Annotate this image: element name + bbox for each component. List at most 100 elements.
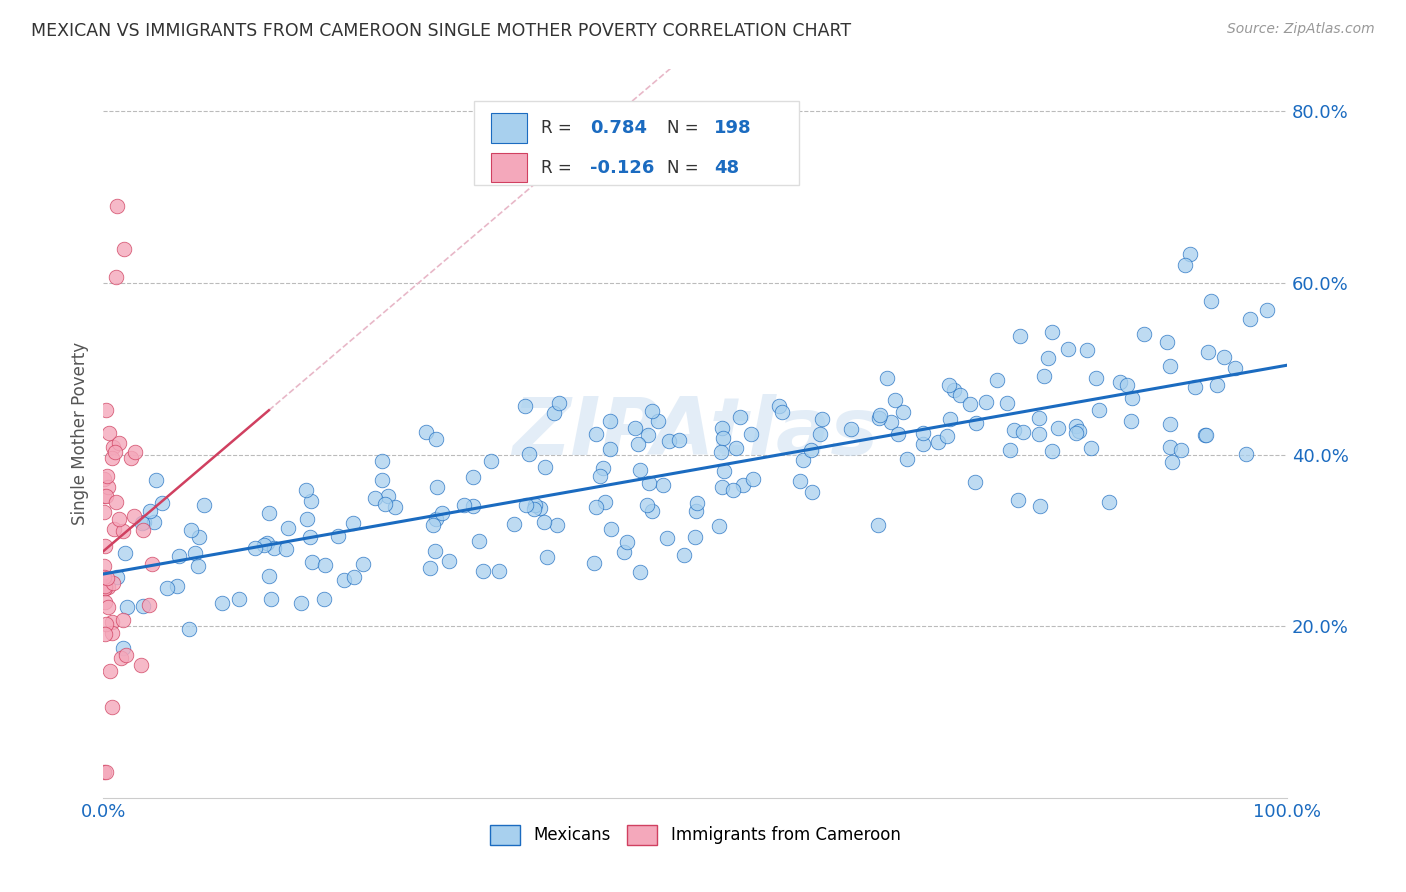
Point	[949, 388, 972, 402]
Point	[593, 494, 616, 508]
Point	[880, 415, 903, 429]
Point	[1201, 294, 1223, 309]
Point	[471, 565, 494, 579]
Point	[122, 508, 145, 523]
Point	[522, 502, 544, 516]
FancyBboxPatch shape	[492, 153, 527, 182]
Point	[585, 500, 607, 514]
Point	[1121, 391, 1143, 405]
Point	[1002, 423, 1025, 437]
Point	[301, 555, 323, 569]
Point	[463, 470, 485, 484]
Point	[1206, 378, 1229, 392]
Point	[97, 599, 120, 614]
Point	[686, 495, 709, 509]
Point	[129, 657, 152, 672]
Point	[124, 444, 146, 458]
Point	[290, 596, 312, 610]
Point	[1212, 350, 1234, 364]
Point	[371, 473, 394, 487]
Point	[96, 571, 118, 585]
Point	[101, 450, 124, 465]
Point	[533, 516, 555, 530]
Point	[425, 512, 447, 526]
Point	[868, 410, 890, 425]
Point	[131, 516, 153, 530]
Point	[97, 480, 120, 494]
Point	[1008, 328, 1031, 343]
Point	[1028, 410, 1050, 425]
Point	[502, 517, 524, 532]
Point	[800, 443, 823, 458]
Point	[352, 557, 374, 571]
Point	[1170, 442, 1192, 457]
Point	[141, 557, 163, 571]
Text: ZIPAtlas: ZIPAtlas	[512, 394, 879, 473]
Point	[112, 613, 135, 627]
Point	[628, 565, 651, 579]
Point	[108, 435, 131, 450]
Point	[105, 270, 128, 285]
Point	[589, 468, 612, 483]
Point	[94, 627, 117, 641]
Point	[1159, 417, 1181, 432]
Point	[93, 559, 115, 574]
Point	[517, 447, 540, 461]
Point	[963, 475, 986, 489]
Point	[740, 427, 762, 442]
Point	[277, 521, 299, 535]
Point	[96, 468, 118, 483]
Point	[342, 516, 364, 531]
Point	[131, 599, 153, 614]
Point	[711, 431, 734, 445]
Point	[628, 463, 651, 477]
Point	[637, 428, 659, 442]
FancyBboxPatch shape	[492, 113, 527, 143]
Point	[600, 522, 623, 536]
Point	[132, 523, 155, 537]
Text: -0.126: -0.126	[589, 159, 654, 177]
Point	[425, 432, 447, 446]
Point	[169, 549, 191, 563]
Text: R =: R =	[541, 159, 578, 177]
Point	[422, 518, 444, 533]
Point	[1040, 443, 1063, 458]
Point	[768, 399, 790, 413]
Point	[364, 491, 387, 505]
Point	[891, 405, 914, 419]
Point	[1239, 312, 1261, 326]
Point	[299, 494, 322, 508]
Point	[1047, 421, 1070, 435]
Point	[1119, 414, 1142, 428]
Point	[800, 485, 823, 500]
Point	[333, 573, 356, 587]
Point	[143, 515, 166, 529]
Point	[97, 581, 120, 595]
Point	[111, 524, 134, 538]
Point	[1159, 441, 1181, 455]
Point	[547, 396, 569, 410]
Point	[439, 553, 461, 567]
Point	[1056, 342, 1078, 356]
Point	[274, 541, 297, 556]
Point	[180, 523, 202, 537]
Point	[253, 538, 276, 552]
Point	[114, 546, 136, 560]
Point	[156, 581, 179, 595]
Point	[453, 498, 475, 512]
Text: 198: 198	[714, 119, 752, 137]
Point	[101, 440, 124, 454]
Point	[1080, 441, 1102, 455]
Point	[1194, 427, 1216, 442]
Point	[1197, 345, 1219, 359]
Point	[177, 622, 200, 636]
Point	[1178, 247, 1201, 261]
Point	[529, 501, 551, 516]
Point	[986, 373, 1008, 387]
Point	[415, 425, 437, 439]
Point	[488, 564, 510, 578]
Point	[724, 441, 747, 455]
Point	[115, 648, 138, 662]
Point	[599, 442, 621, 456]
Point	[93, 765, 115, 780]
